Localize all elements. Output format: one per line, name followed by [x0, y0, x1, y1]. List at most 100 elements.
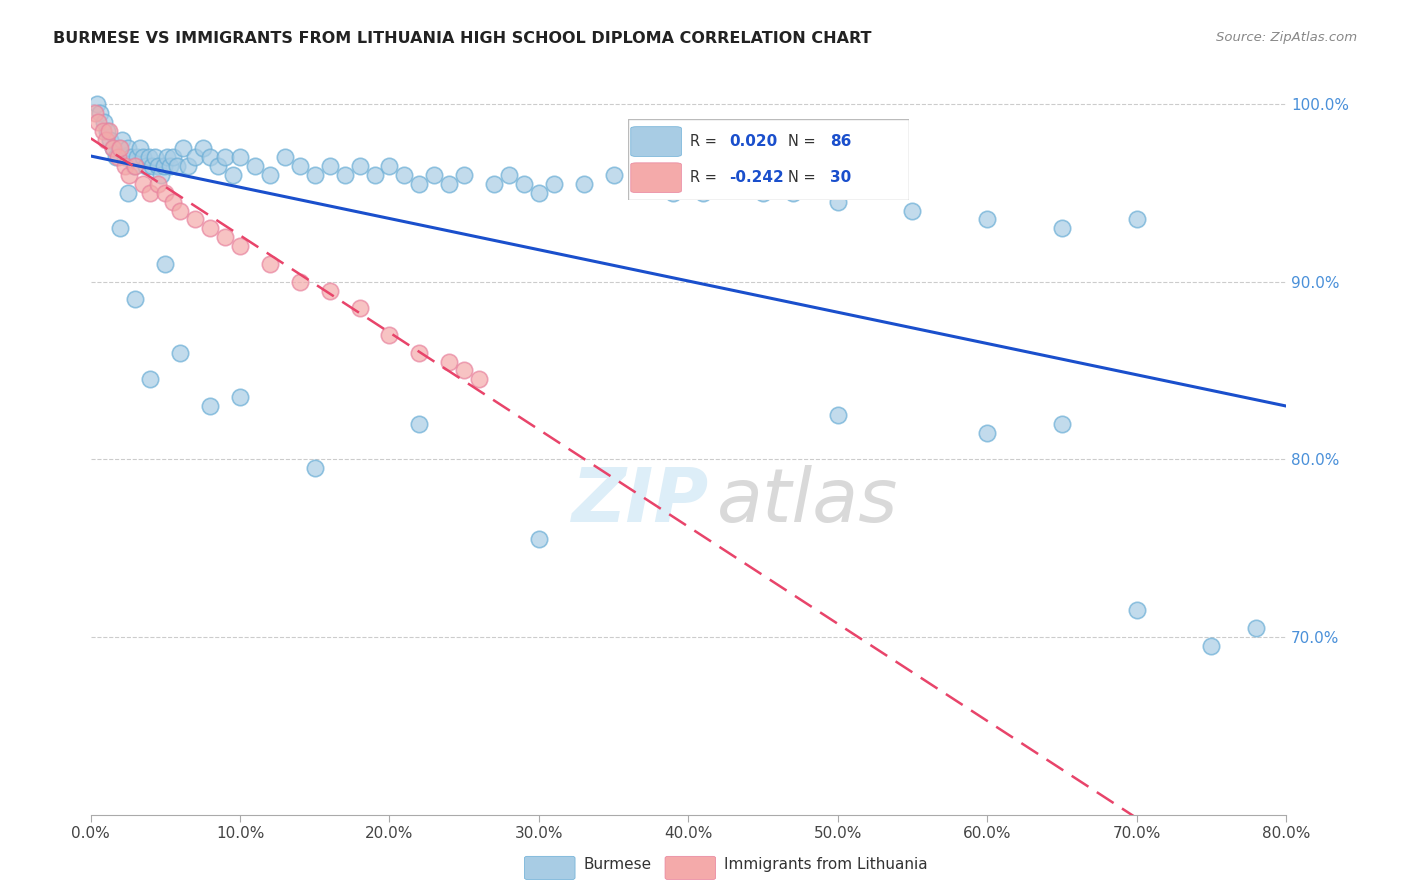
Point	[304, 461, 326, 475]
Point	[214, 230, 236, 244]
Point	[155, 257, 177, 271]
Point	[114, 159, 136, 173]
Point	[118, 168, 141, 182]
Point	[184, 212, 207, 227]
Text: N =: N =	[789, 134, 821, 149]
Point	[191, 141, 214, 155]
Point	[122, 159, 145, 173]
Point	[101, 141, 124, 155]
Point	[527, 186, 550, 200]
Point	[111, 132, 134, 146]
Point	[86, 97, 108, 112]
Point	[453, 168, 475, 182]
Point	[198, 221, 221, 235]
Point	[527, 532, 550, 546]
Point	[513, 177, 536, 191]
Point	[304, 168, 326, 182]
Point	[468, 372, 491, 386]
Point	[827, 408, 849, 422]
Text: 30: 30	[831, 170, 852, 186]
Point	[198, 399, 221, 413]
Point	[146, 159, 169, 173]
Point	[93, 115, 115, 129]
Point	[120, 150, 142, 164]
Point	[172, 141, 194, 155]
Text: Burmese: Burmese	[583, 857, 651, 872]
Point	[243, 159, 266, 173]
Point	[482, 177, 505, 191]
FancyBboxPatch shape	[631, 163, 682, 193]
Point	[124, 293, 146, 307]
FancyBboxPatch shape	[631, 127, 682, 156]
Point	[139, 186, 162, 200]
Text: R =: R =	[690, 170, 721, 186]
Point	[155, 186, 177, 200]
Point	[453, 363, 475, 377]
Point	[89, 106, 111, 120]
Point	[117, 141, 139, 155]
Point	[408, 177, 430, 191]
Point	[318, 284, 340, 298]
Point	[110, 141, 132, 155]
Point	[101, 141, 124, 155]
Point	[159, 159, 181, 173]
Point	[129, 141, 152, 155]
Text: 0.020: 0.020	[730, 134, 778, 149]
Point	[124, 159, 146, 173]
Point	[333, 168, 356, 182]
Point	[363, 168, 385, 182]
Point	[782, 186, 804, 200]
Text: atlas: atlas	[717, 466, 898, 537]
Point	[162, 150, 184, 164]
Point	[1244, 621, 1267, 635]
Text: 86: 86	[831, 134, 852, 149]
Point	[349, 159, 371, 173]
Point	[976, 212, 998, 227]
Point	[214, 150, 236, 164]
Point	[138, 150, 160, 164]
Point	[91, 124, 114, 138]
Point	[132, 177, 155, 191]
Point	[141, 159, 163, 173]
Point	[139, 372, 162, 386]
Point	[84, 106, 107, 120]
Point	[184, 150, 207, 164]
Point	[132, 150, 155, 164]
FancyBboxPatch shape	[628, 120, 910, 200]
Point	[439, 354, 461, 368]
Point	[378, 159, 401, 173]
Point	[1125, 212, 1147, 227]
Point	[149, 168, 172, 182]
Point	[110, 221, 132, 235]
Point	[229, 239, 252, 253]
Point	[162, 194, 184, 209]
Text: BURMESE VS IMMIGRANTS FROM LITHUANIA HIGH SCHOOL DIPLOMA CORRELATION CHART: BURMESE VS IMMIGRANTS FROM LITHUANIA HIG…	[53, 31, 872, 46]
Point	[349, 301, 371, 316]
Point	[721, 177, 744, 191]
Point	[146, 177, 169, 191]
Point	[117, 186, 139, 200]
Point	[1125, 603, 1147, 617]
Point	[543, 177, 565, 191]
Point	[439, 177, 461, 191]
Point	[423, 168, 446, 182]
Point	[976, 425, 998, 440]
Point	[229, 150, 252, 164]
Text: N =: N =	[789, 170, 821, 186]
Point	[207, 159, 229, 173]
Point	[378, 328, 401, 343]
Point	[633, 177, 655, 191]
Point	[198, 150, 221, 164]
Point	[221, 168, 243, 182]
Point	[87, 115, 110, 129]
Point	[394, 168, 416, 182]
Point	[752, 186, 775, 200]
Text: ZIP: ZIP	[572, 465, 709, 538]
Point	[143, 150, 166, 164]
Point	[692, 186, 714, 200]
Point	[318, 159, 340, 173]
Point	[177, 159, 200, 173]
Point	[602, 168, 624, 182]
Point	[408, 417, 430, 431]
Point	[259, 168, 281, 182]
